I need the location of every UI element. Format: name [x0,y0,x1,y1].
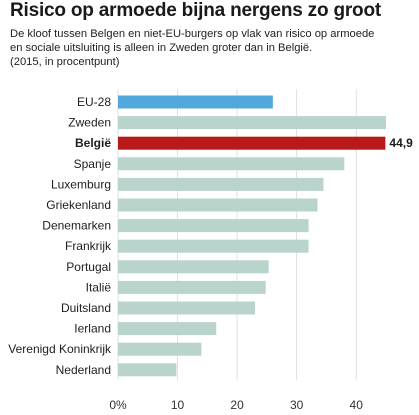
category-label: Denemarken [42,219,111,233]
subtitle-line-1: De kloof tussen Belgen en niet-EU-burger… [10,28,375,40]
bar-3 [118,157,345,171]
bar-8 [118,260,269,274]
bar-13 [118,363,177,377]
x-tick-label: 30 [290,398,304,412]
chart-title: Risico op armoede bijna nergens zo groot [10,0,381,21]
category-label: Nederland [56,363,111,377]
category-label: Portugal [66,260,111,274]
bar-11 [118,322,217,336]
bar-5 [118,198,318,212]
bar-7 [118,239,309,253]
category-label: Griekenland [46,198,111,212]
category-label: Luxemburg [51,177,111,191]
x-tick-label: 20 [230,398,244,412]
bar-4 [118,177,324,191]
bar-2 [118,136,386,150]
bar-1 [118,116,386,130]
grid-lines [117,89,357,381]
bar-12 [118,342,202,356]
category-label: Verenigd Koninkrijk [8,342,112,356]
subtitle-line-2: en sociale uitsluiting is alleen in Zwed… [10,42,313,54]
category-label: Spanje [74,157,112,171]
bar-9 [118,280,266,294]
bars [118,95,386,377]
chart-subtitle: De kloof tussen Belgen en niet-EU-burger… [10,27,410,69]
category-labels: EU-28 Zweden België Spanje Luxemburg Griekenl… [8,95,112,377]
bar-6 [118,219,309,233]
x-tick-label: 10 [171,398,185,412]
category-label: EU-28 [77,95,111,109]
data-label: 44,9 [389,136,413,150]
x-tick-label: 0% [109,398,127,412]
subtitle-line-3: (2015, in procentpunt) [10,56,120,68]
category-label: Ierland [74,322,111,336]
data-labels: 44,9 [389,136,413,150]
category-label: België [75,136,111,150]
x-tick-label: 40 [350,398,364,412]
category-label: Zweden [68,116,111,130]
bar-10 [118,301,255,315]
category-label: Frankrijk [65,239,112,253]
x-axis-ticks: 0% 10 20 30 40 [109,398,363,412]
bar-0 [118,95,273,109]
category-label: Italië [86,280,112,294]
category-label: Duitsland [61,301,111,315]
